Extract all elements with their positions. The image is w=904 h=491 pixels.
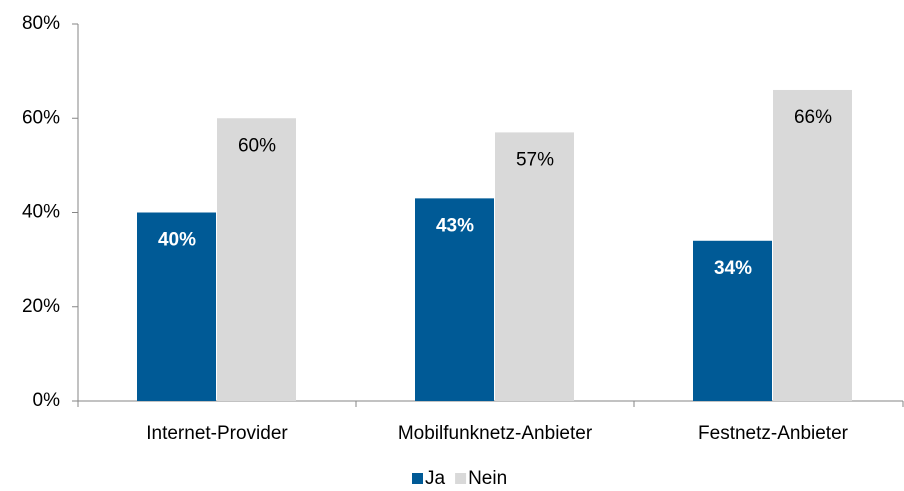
y-tick-label: 60% [22,107,60,128]
x-tick-label: Internet-Provider [146,423,288,444]
legend-swatch [455,473,467,484]
y-tick-label: 0% [33,390,61,411]
legend-label: Ja [425,468,446,489]
legend-swatch [412,473,423,484]
data-label: 40% [158,230,196,251]
bar [693,240,772,401]
bar [217,118,296,401]
legend-label: Nein [468,468,507,489]
bar [415,198,494,401]
y-tick-label: 20% [22,296,60,317]
y-tick-label: 40% [22,202,60,223]
x-tick-label: Mobilfunknetz-Anbieter [398,423,593,444]
bar [773,89,852,401]
y-tick-label: 80% [22,13,60,34]
data-label: 34% [714,258,752,279]
data-label: 43% [436,215,474,236]
data-label: 60% [238,135,276,156]
bar [137,212,216,401]
bar [495,132,574,401]
x-tick-label: Festnetz-Anbieter [698,423,849,444]
data-label: 57% [516,149,554,170]
data-label: 66% [794,107,832,128]
